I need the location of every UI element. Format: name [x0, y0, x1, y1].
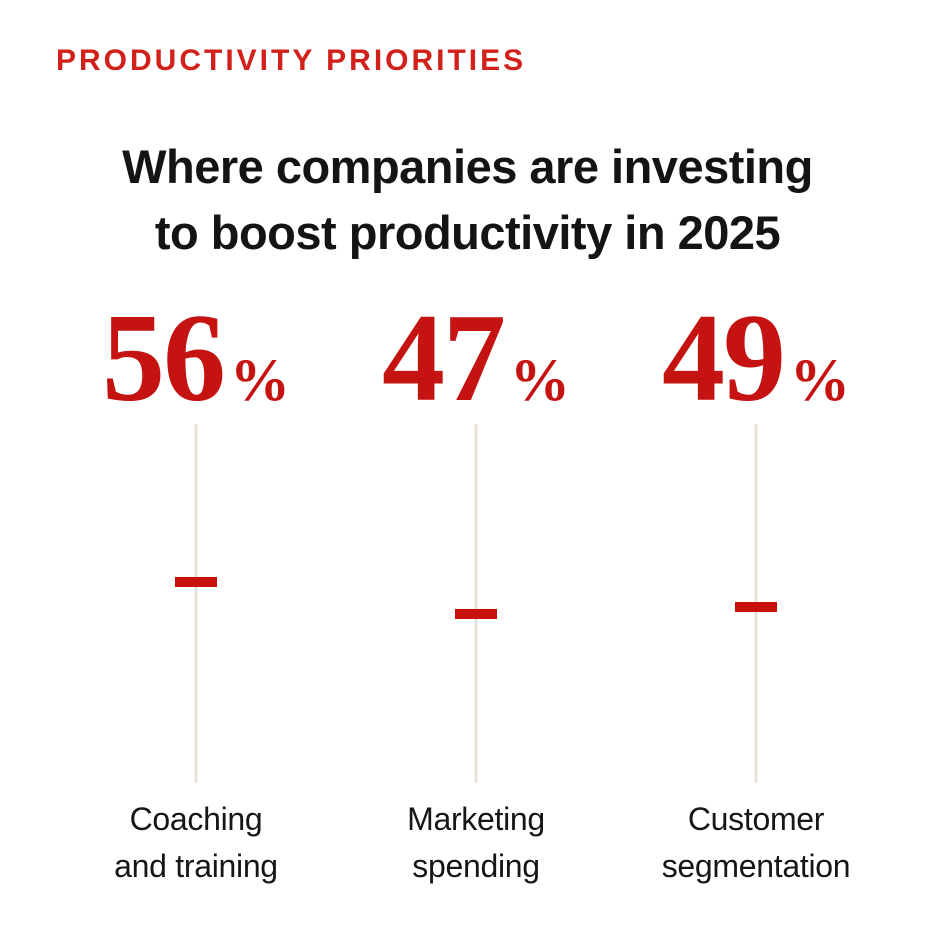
metric-column-coaching: 56% Coaching and training — [56, 296, 336, 890]
chart-title: Where companies are investing to boost p… — [0, 134, 935, 266]
metric-value: 56% — [56, 296, 336, 422]
metric-columns: 56% Coaching and training 47% Marketing … — [56, 296, 896, 890]
metric-value: 49% — [616, 296, 896, 422]
percent-sign: % — [230, 347, 290, 413]
kicker-text: PRODUCTIVITY PRIORITIES — [56, 44, 527, 77]
metric-label-line1: Marketing — [407, 801, 545, 837]
track-line — [194, 424, 198, 783]
metric-label: Coaching and training — [114, 796, 278, 890]
track-line — [474, 424, 478, 783]
metric-label-line2: spending — [412, 848, 540, 884]
metric-label-line2: and training — [114, 848, 278, 884]
metric-number: 56 — [102, 289, 226, 428]
value-tick — [175, 576, 217, 587]
metric-column-marketing: 47% Marketing spending — [336, 296, 616, 890]
percent-sign: % — [510, 347, 570, 413]
metric-label: Customer segmentation — [662, 796, 851, 890]
metric-number: 47 — [382, 289, 506, 428]
scale-track — [336, 424, 616, 783]
metric-label-line2: segmentation — [661, 848, 851, 884]
metric-value: 47% — [336, 296, 616, 422]
metric-label: Marketing spending — [407, 796, 545, 890]
scale-track — [616, 424, 896, 783]
percent-sign: % — [790, 347, 850, 413]
chart-title-line2: to boost productivity in 2025 — [154, 206, 781, 259]
chart-title-line1: Where companies are investing — [122, 140, 813, 193]
metric-label-line1: Customer — [687, 801, 825, 837]
metric-column-customer: 49% Customer segmentation — [616, 296, 896, 890]
value-tick — [455, 609, 497, 620]
value-tick — [735, 602, 777, 613]
metric-number: 49 — [662, 289, 786, 428]
metric-label-line1: Coaching — [129, 801, 263, 837]
scale-track — [56, 424, 336, 783]
